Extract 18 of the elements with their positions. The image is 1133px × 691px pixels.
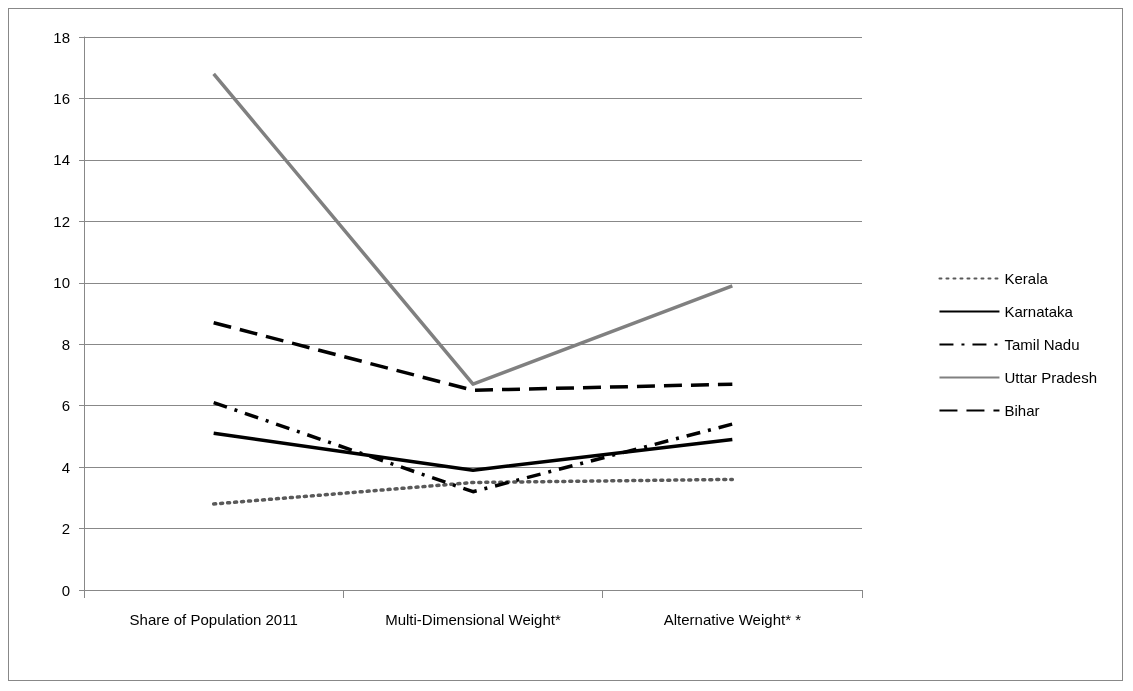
legend-label: Kerala	[1004, 270, 1049, 287]
legend-label: Uttar Pradesh	[1004, 369, 1098, 386]
x-tick-label: Alternative Weight* *	[663, 610, 802, 628]
y-tick-label: 4	[61, 458, 70, 476]
legend-label: Tamil Nadu	[1004, 336, 1080, 353]
legend-label: Bihar	[1004, 402, 1040, 419]
y-tick-label: 6	[61, 397, 70, 415]
y-tick-label: 10	[53, 274, 70, 292]
y-tick-label: 12	[53, 212, 70, 230]
y-tick-label: 0	[61, 581, 70, 599]
y-tick-label: 16	[53, 89, 70, 107]
y-tick-label: 14	[53, 151, 70, 169]
y-tick-label: 2	[61, 520, 70, 538]
x-tick-label: Multi-Dimensional Weight*	[385, 610, 561, 628]
legend-label: Karnataka	[1004, 303, 1074, 320]
y-tick-label: 18	[53, 28, 70, 46]
x-tick-label: Share of Population 2011	[129, 610, 298, 628]
y-tick-label: 8	[61, 335, 70, 353]
